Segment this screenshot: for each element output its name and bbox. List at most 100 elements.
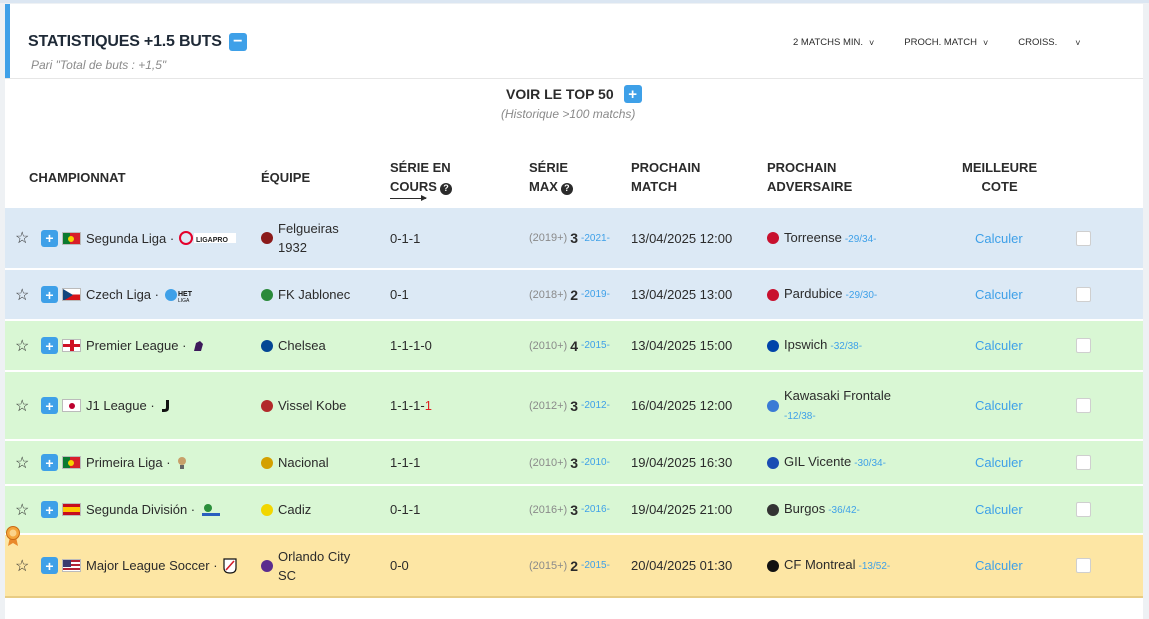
opponent-crest-icon — [767, 399, 779, 412]
league-name[interactable]: Major League Soccer — [86, 558, 210, 573]
top50-toggle[interactable]: VOIR LE TOP 50 + — [506, 85, 642, 103]
team-name-line2: 1932 — [278, 240, 307, 255]
team-cell[interactable]: Chelsea — [261, 321, 326, 370]
expand-button[interactable]: + — [41, 454, 58, 471]
current-streak: 0-1 — [390, 270, 409, 319]
select-checkbox[interactable] — [1076, 535, 1091, 596]
calculate-link[interactable]: Calculer — [975, 230, 1023, 246]
top50-note: (Historique >100 matchs) — [501, 107, 636, 121]
col-championnat[interactable]: CHAMPIONNAT — [29, 170, 126, 185]
filter-next-match[interactable]: PROCH. MATCH ˅ — [904, 37, 988, 48]
col-serie-max[interactable]: SÉRIE MAX? — [529, 158, 573, 196]
top-border — [0, 0, 1149, 3]
opponent-crest-icon — [767, 503, 779, 516]
opponent-wrap: Ipswich -32/38- — [784, 335, 862, 356]
filter-min-matches[interactable]: 2 MATCHS MIN. ˅ — [793, 37, 874, 48]
ligapro-logo: LIGAPRO — [179, 231, 237, 245]
calculate-link[interactable]: Calculer — [975, 398, 1023, 413]
collapse-button[interactable]: − — [228, 33, 247, 51]
select-checkbox[interactable] — [1076, 441, 1091, 484]
opponent-cell[interactable]: CF Montreal -13/52- — [767, 535, 890, 596]
separator-dot: · — [187, 502, 196, 517]
expand-button[interactable]: + — [41, 337, 58, 354]
team-cell[interactable]: Cadiz — [261, 486, 311, 533]
calculate-link[interactable]: Calculer — [975, 502, 1023, 517]
favorite-star-icon[interactable]: ☆ — [15, 286, 30, 304]
league-name[interactable]: J1 League — [86, 398, 147, 413]
checkbox-box — [1076, 558, 1091, 573]
favorite-star-icon[interactable]: ☆ — [15, 557, 30, 575]
calculate-link[interactable]: Calculer — [975, 287, 1023, 302]
opponent-cell[interactable]: Torreense -29/34- — [767, 208, 877, 268]
next-match-date: 13/04/2025 15:00 — [631, 338, 733, 353]
question-icon[interactable]: ? — [560, 182, 573, 195]
opponent-cell[interactable]: Burgos -36/42- — [767, 486, 860, 533]
select-checkbox[interactable] — [1076, 270, 1091, 319]
current-streak: 0-0 — [390, 535, 409, 596]
opponent-name: GIL Vicente — [784, 454, 852, 469]
calculate-link[interactable]: Calculer — [975, 558, 1023, 573]
league-name[interactable]: Premier League — [86, 338, 179, 353]
league-name[interactable]: Czech Liga — [86, 287, 152, 302]
opponent-wrap: Pardubice -29/30- — [784, 284, 877, 305]
checkbox-box — [1076, 455, 1091, 470]
premier-league-logo — [191, 339, 205, 353]
team-cell[interactable]: FK Jablonec — [261, 270, 350, 319]
svg-text:LIGA: LIGA — [178, 298, 190, 303]
league-cell: + Czech Liga · HET LIGA — [41, 270, 196, 319]
favorite-star-icon[interactable]: ☆ — [15, 454, 30, 472]
max-streak: (2010+) 4 -2015- — [529, 321, 610, 370]
league-name[interactable]: Primeira Liga — [86, 455, 163, 470]
expand-button[interactable]: + — [41, 286, 58, 303]
opponent-cell[interactable]: Kawasaki Frontale -12/38- — [767, 372, 891, 439]
opponent-name: Ipswich — [784, 337, 828, 352]
favorite-star-icon[interactable]: ☆ — [15, 397, 30, 415]
opponent-cell[interactable]: Pardubice -29/30- — [767, 270, 877, 319]
col-meilleure-cote[interactable]: MEILLEURE COTE — [962, 158, 1037, 196]
portugal-flag-icon — [62, 456, 81, 469]
col-label: MEILLEURE — [962, 160, 1038, 175]
col-prochain-adversaire[interactable]: PROCHAIN ADVERSAIRE — [767, 158, 852, 196]
select-checkbox[interactable] — [1076, 208, 1091, 268]
league-cell: + Segunda División · — [41, 486, 222, 533]
team-cell[interactable]: Nacional — [261, 441, 329, 484]
expand-button[interactable]: + — [41, 397, 58, 414]
league-name[interactable]: Segunda Liga — [86, 230, 167, 246]
filter-order[interactable]: CROISS. ˅ — [1018, 37, 1080, 48]
col-equipe[interactable]: ÉQUIPE — [261, 170, 311, 185]
spain-flag-icon — [62, 503, 81, 516]
opponent-cell[interactable]: Ipswich -32/38- — [767, 321, 862, 370]
league-name[interactable]: Segunda División — [86, 502, 188, 517]
mls-logo — [222, 557, 237, 574]
favorite-star-icon[interactable]: ☆ — [15, 501, 30, 519]
opponent-cell[interactable]: GIL Vicente -30/34- — [767, 441, 886, 484]
select-checkbox[interactable] — [1076, 321, 1091, 370]
team-cell[interactable]: Vissel Kobe — [261, 372, 346, 439]
max-since: (2015+) — [529, 559, 568, 572]
expand-button[interactable]: + — [41, 557, 58, 574]
col-label: MATCH — [631, 179, 677, 194]
opponent-crest-icon — [767, 339, 779, 352]
checkbox-box — [1076, 338, 1091, 353]
question-icon[interactable]: ? — [439, 182, 452, 195]
favorite-star-icon[interactable]: ☆ — [15, 230, 30, 247]
opponent-rank: -30/34- — [854, 458, 886, 469]
team-cell[interactable]: Orlando City SC — [261, 535, 350, 596]
expand-button[interactable]: + — [41, 229, 58, 247]
favorite-star-icon[interactable]: ☆ — [15, 337, 30, 355]
col-serie-en-cours[interactable]: SÉRIE EN COURS? — [390, 158, 452, 204]
max-streak: (2019+) 3 -2021- — [529, 208, 610, 268]
plus-icon[interactable]: + — [623, 85, 642, 103]
col-prochain-match[interactable]: PROCHAIN MATCH — [631, 158, 700, 196]
max-value: 3 — [570, 397, 579, 414]
calculate-link[interactable]: Calculer — [975, 338, 1023, 353]
team-cell[interactable]: Felgueiras 1932 — [261, 208, 339, 268]
expand-button[interactable]: + — [41, 501, 58, 518]
max-year: -2016- — [581, 504, 610, 515]
select-checkbox[interactable] — [1076, 486, 1091, 533]
max-year: -2021- — [581, 232, 610, 244]
select-checkbox[interactable] — [1076, 372, 1091, 439]
max-since: (2012+) — [529, 399, 568, 412]
calculate-link[interactable]: Calculer — [975, 455, 1023, 470]
max-year: -2012- — [581, 400, 610, 411]
